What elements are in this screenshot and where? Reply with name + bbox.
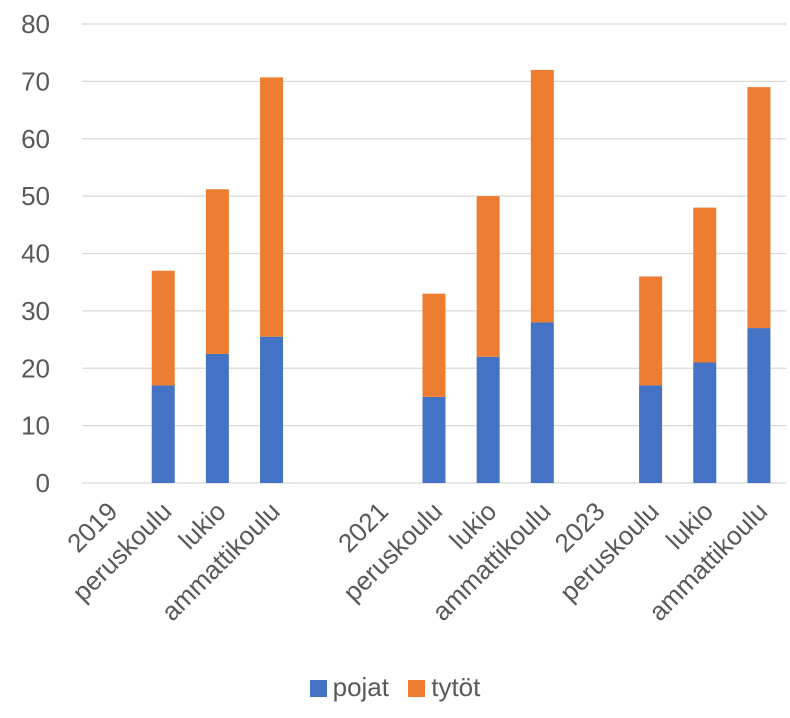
- y-tick-label: 70: [21, 66, 50, 96]
- bar-pojat-12: [747, 328, 771, 483]
- gridlines: [82, 23, 786, 484]
- bar-tytöt-12: [747, 87, 771, 329]
- legend-swatch-tytot: [408, 680, 426, 697]
- bar-pojat-10: [639, 385, 663, 483]
- legend-swatch-pojat: [309, 680, 327, 697]
- bar-pojat-7: [476, 356, 500, 483]
- legend-label-pojat: pojat: [332, 672, 389, 702]
- y-tick-label: 50: [21, 181, 50, 211]
- y-tick-label: 20: [21, 353, 50, 383]
- bars: [151, 69, 771, 483]
- bar-tytöt-11: [693, 207, 717, 363]
- bar-tytöt-10: [639, 276, 663, 386]
- bar-tytöt-6: [422, 293, 446, 397]
- bar-tytöt-1: [151, 270, 175, 386]
- bar-pojat-3: [260, 336, 284, 483]
- bar-pojat-1: [151, 385, 175, 483]
- legend-item-tytot: tytöt: [408, 672, 480, 703]
- bar-pojat-8: [530, 322, 554, 483]
- bar-tytöt-3: [260, 77, 284, 337]
- y-axis-ticks: 0 10 20 30 40 50 60 70 80: [21, 9, 50, 498]
- bar-pojat-11: [693, 362, 717, 483]
- y-tick-label: 60: [21, 124, 50, 154]
- y-tick-label: 0: [36, 468, 50, 498]
- legend-label-tytot: tytöt: [431, 672, 481, 702]
- y-tick-label: 10: [21, 411, 50, 441]
- stacked-bar-chart: 0 10 20 30 40 50 60 70 80 2019peruskoululukioamm…: [21, 9, 786, 627]
- y-tick-label: 30: [21, 296, 50, 326]
- bar-tytöt-2: [205, 189, 229, 354]
- legend-item-pojat: pojat: [309, 672, 389, 703]
- bar-tytöt-7: [476, 196, 500, 357]
- y-tick-label: 40: [21, 239, 50, 269]
- bar-tytöt-8: [530, 69, 554, 323]
- y-tick-label: 80: [21, 9, 50, 39]
- legend: pojat tytöt: [0, 672, 790, 703]
- bar-pojat-2: [205, 353, 229, 483]
- bar-pojat-6: [422, 396, 446, 483]
